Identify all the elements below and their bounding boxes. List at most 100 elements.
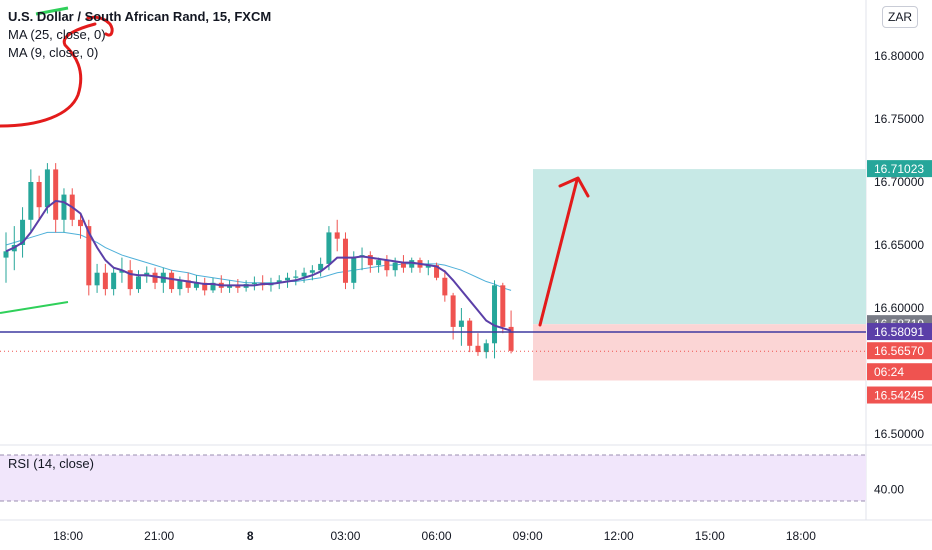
candle-body (135, 276, 141, 290)
candle-body (425, 265, 431, 268)
candle-body (450, 295, 456, 327)
time-tick-label: 12:00 (604, 529, 634, 543)
candle-body (169, 272, 175, 290)
candle-body (36, 182, 42, 208)
candle-body (508, 326, 514, 351)
price-tick-label: 16.65000 (874, 238, 924, 252)
candle-body (285, 277, 291, 281)
candle-body (227, 285, 233, 288)
candle-body (78, 219, 84, 227)
price-tick-label: 16.60000 (874, 301, 924, 315)
candle-body (376, 260, 382, 266)
candle-body (384, 260, 390, 271)
ma9-layer (5, 199, 512, 332)
candle-body (392, 262, 398, 271)
countdown-tag-bg (867, 363, 932, 381)
candle-body (367, 255, 373, 266)
rsi-level-label: 40.00 (874, 483, 904, 497)
candle-body (409, 260, 415, 268)
time-tick-label: 8 (247, 529, 254, 543)
candle-body (94, 272, 100, 286)
countdown-tag: 06:24 (874, 365, 904, 379)
candle-body (185, 280, 191, 288)
candle-body (458, 320, 464, 327)
currency-badge[interactable]: ZAR (882, 6, 918, 28)
time-tick-label: 18:00 (786, 529, 816, 543)
price-tags: 16.7102316.5871916.5809116.5657006:2416.… (867, 160, 932, 404)
candle-body (53, 169, 59, 220)
candle-body (210, 282, 216, 291)
target-price-tag: 16.71023 (874, 162, 924, 176)
candle-body (309, 270, 315, 273)
last-price-tag: 16.56570 (874, 344, 924, 358)
candle-body (342, 238, 348, 283)
candle-body (492, 285, 498, 344)
stop-price-tag-bg (867, 386, 932, 404)
candle-body (276, 280, 282, 283)
chart-legend: U.S. Dollar / South African Rand, 15, FX… (8, 8, 271, 62)
time-tick-label: 15:00 (695, 529, 725, 543)
target-price-tag-bg (867, 160, 932, 178)
stop-zone (533, 324, 866, 381)
rsi-pane (0, 454, 866, 502)
time-tick-label: 18:00 (53, 529, 83, 543)
time-tick-label: 21:00 (144, 529, 174, 543)
candle-body (467, 320, 473, 346)
candle-body (235, 285, 241, 288)
candle-body (434, 265, 440, 278)
candle-body (152, 272, 158, 283)
line-price-tag: 16.58091 (874, 325, 924, 339)
candle-body (301, 272, 307, 277)
freehand-curve (0, 22, 97, 128)
last-price-tag-bg (867, 342, 932, 360)
candle-body (400, 262, 406, 268)
candle-body (442, 277, 448, 296)
stop-price-tag: 16.54245 (874, 389, 924, 403)
time-tick-label: 03:00 (330, 529, 360, 543)
ma25-legend[interactable]: MA (25, close, 0) (8, 27, 106, 42)
price-tick-label: 16.50000 (874, 427, 924, 441)
arrow-head (558, 176, 590, 198)
line-price-tag-bg (867, 323, 932, 341)
candle-body (86, 226, 92, 286)
horizontal-lines (0, 331, 866, 352)
candle-body (44, 169, 50, 208)
price-tick-label: 16.80000 (874, 49, 924, 63)
ma9-line (5, 199, 512, 332)
candle-body (293, 276, 299, 278)
green-trend-line (0, 301, 69, 314)
candle-body (3, 251, 9, 258)
candle-body (28, 182, 34, 220)
drawings-layer[interactable] (0, 6, 590, 327)
ma9-legend[interactable]: MA (9, close, 0) (8, 45, 99, 60)
candle-body (111, 272, 117, 290)
symbol-title[interactable]: U.S. Dollar / South African Rand, 15, FX… (8, 9, 272, 24)
price-tick-label: 16.75000 (874, 112, 924, 126)
candle-body (61, 194, 67, 220)
time-axis: 18:00 21:00 8 03:00 06:00 09:00 12:00 15:00 18:0… (53, 529, 816, 543)
candle-body (483, 343, 489, 353)
candle-body (475, 345, 481, 353)
price-tick-label: 16.70000 (874, 175, 924, 189)
rsi-legend[interactable]: RSI (14, close) (8, 456, 94, 471)
time-tick-label: 09:00 (513, 529, 543, 543)
candle-body (102, 272, 108, 290)
target-zone (533, 169, 866, 325)
candle-body (326, 232, 332, 264)
freehand-hook (86, 15, 114, 37)
rsi-band (0, 455, 866, 501)
position-zones[interactable] (533, 169, 866, 381)
candle-body (177, 280, 183, 290)
green-trend-line (35, 6, 69, 16)
candle-body (202, 282, 208, 291)
candle-body (127, 270, 133, 290)
candle-body (20, 219, 26, 245)
candle-body (251, 282, 257, 285)
candle-body (318, 263, 324, 271)
price-axis: 40.00 16.80000 16.75000 16.70000 16.65000 16.… (874, 49, 924, 497)
candle-body (500, 285, 506, 327)
candle-body (193, 282, 199, 288)
candle-body (119, 270, 125, 273)
time-tick-label: 06:00 (422, 529, 452, 543)
